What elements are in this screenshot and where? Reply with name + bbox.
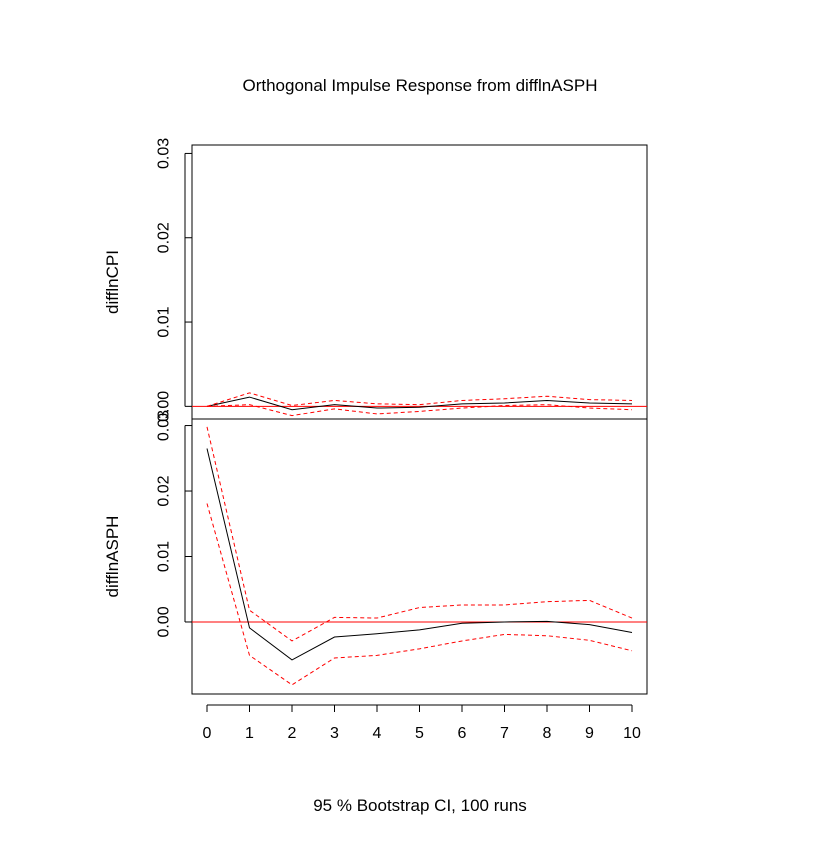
panel-2-lower-line xyxy=(206,503,633,686)
x-tick-label: 6 xyxy=(458,725,467,742)
x-tick-label: 3 xyxy=(330,725,339,742)
x-tick-label: 9 xyxy=(585,725,594,742)
panel-1-y-tick-label: 0.02 xyxy=(156,222,173,253)
panel-2-y-label: difflnASPH xyxy=(103,516,122,598)
x-tick-label: 5 xyxy=(415,725,424,742)
panel-2-frame xyxy=(191,418,648,695)
x-tick-label: 0 xyxy=(203,725,212,742)
panel-2-upper-line xyxy=(206,426,633,642)
panel-1-y-tick-label: 0.01 xyxy=(156,306,173,337)
x-tick-label: 2 xyxy=(288,725,297,742)
panel-1-frame xyxy=(191,144,648,420)
panel-1-y-label: difflnCPI xyxy=(103,250,122,314)
panel-2-y-tick-label: 0.00 xyxy=(156,606,173,637)
x-tick-label: 8 xyxy=(543,725,552,742)
panel-1-y-tick-label: 0.03 xyxy=(156,138,173,169)
x-axis-label: 95 % Bootstrap CI, 100 runs xyxy=(313,796,527,815)
x-tick-label: 1 xyxy=(245,725,254,742)
panel-1-y-tick-label: 0.00 xyxy=(156,391,173,422)
panel-1-lower-line xyxy=(206,404,633,417)
x-tick-label: 4 xyxy=(373,725,382,742)
x-tick-label: 7 xyxy=(500,725,509,742)
panel-1-response-line xyxy=(206,396,633,411)
panel-2-y-tick-label: 0.03 xyxy=(156,410,173,441)
panel-1-upper-line xyxy=(206,392,633,407)
chart-title: Orthogonal Impulse Response from difflnA… xyxy=(243,76,598,95)
x-tick-label: 10 xyxy=(623,725,641,742)
panel-2-y-tick-label: 0.01 xyxy=(156,541,173,572)
plot-layer: 0.00 0.01 0.02 0.03 difflnCPI 0.00 0.01 0.02 0.0… xyxy=(103,138,648,742)
panel-2-y-tick-label: 0.02 xyxy=(156,475,173,506)
panel-2-response-line xyxy=(206,448,633,661)
